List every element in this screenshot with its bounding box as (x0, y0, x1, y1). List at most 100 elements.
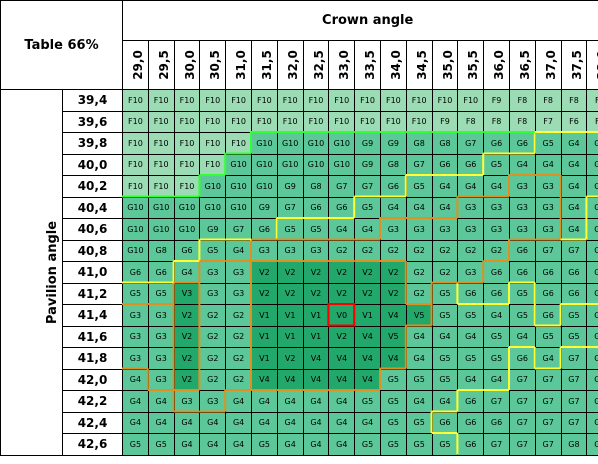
grade-cell[interactable]: G5 (122, 282, 149, 305)
grade-cell[interactable]: G3 (457, 261, 485, 284)
grade-cell[interactable]: F10 (328, 89, 356, 112)
grade-cell[interactable]: G6 (586, 196, 598, 219)
grade-cell[interactable]: G4 (534, 347, 562, 370)
grade-cell[interactable]: G6 (483, 261, 510, 284)
grade-cell[interactable]: G7 (483, 390, 510, 413)
grade-cell[interactable]: G6 (508, 132, 536, 155)
grade-cell[interactable]: G3 (122, 325, 149, 348)
grade-cell[interactable]: G10 (276, 132, 304, 155)
grade-cell[interactable]: G7 (534, 390, 562, 413)
grade-cell[interactable]: G4 (534, 153, 562, 176)
grade-cell[interactable]: G5 (405, 411, 433, 434)
grade-cell[interactable]: G5 (431, 304, 459, 327)
grade-cell[interactable]: G3 (122, 304, 149, 327)
grade-cell[interactable]: V1 (276, 304, 304, 327)
grade-cell[interactable]: V4 (379, 347, 407, 370)
grade-cell[interactable]: V0 (328, 304, 356, 327)
grade-cell[interactable]: V4 (276, 368, 304, 391)
grade-cell[interactable]: F8 (483, 110, 510, 133)
grade-cell[interactable]: G7 (534, 239, 562, 262)
grade-cell[interactable]: F10 (122, 175, 149, 198)
grade-cell[interactable]: G3 (302, 239, 330, 262)
grade-cell[interactable]: F10 (173, 153, 201, 176)
grade-cell[interactable]: G2 (225, 325, 252, 348)
grade-cell[interactable]: G8 (586, 218, 598, 241)
grade-cell[interactable]: G4 (225, 239, 252, 262)
grade-cell[interactable]: G5 (560, 304, 588, 327)
grade-cell[interactable]: V1 (302, 304, 330, 327)
grade-cell[interactable]: G8 (560, 433, 588, 456)
grade-cell[interactable]: V2 (173, 325, 201, 348)
grade-cell[interactable]: G5 (508, 304, 536, 327)
grade-cell[interactable]: G4 (586, 304, 598, 327)
grade-cell[interactable]: G3 (508, 175, 536, 198)
grade-cell[interactable]: V2 (354, 261, 381, 284)
grade-cell[interactable]: G5 (457, 347, 485, 370)
grade-cell[interactable]: G7 (586, 390, 598, 413)
grade-cell[interactable]: F10 (302, 110, 330, 133)
grade-cell[interactable]: G7 (483, 433, 510, 456)
grade-cell[interactable]: G4 (560, 218, 588, 241)
grade-cell[interactable]: G3 (276, 239, 304, 262)
grade-cell[interactable]: F10 (354, 89, 381, 112)
grade-cell[interactable]: F10 (122, 89, 149, 112)
grade-cell[interactable]: G7 (508, 411, 536, 434)
grade-cell[interactable]: G5 (379, 411, 407, 434)
grade-cell[interactable]: G5 (431, 282, 459, 305)
grade-cell[interactable]: G4 (225, 433, 252, 456)
grade-cell[interactable]: G4 (328, 390, 356, 413)
grade-cell[interactable]: F8 (560, 89, 588, 112)
grade-cell[interactable]: V1 (250, 325, 278, 348)
grade-cell[interactable]: F10 (431, 89, 459, 112)
grade-cell[interactable]: G2 (431, 239, 459, 262)
grade-cell[interactable]: G5 (431, 433, 459, 456)
grade-cell[interactable]: G7 (560, 368, 588, 391)
grade-cell[interactable]: G5 (431, 368, 459, 391)
grade-cell[interactable]: G4 (276, 411, 304, 434)
grade-cell[interactable]: G10 (147, 218, 175, 241)
grade-cell[interactable]: G7 (560, 411, 588, 434)
grade-cell[interactable]: G5 (250, 433, 278, 456)
grade-cell[interactable]: V4 (328, 347, 356, 370)
grade-cell[interactable]: F10 (354, 110, 381, 133)
grade-cell[interactable]: F5 (586, 110, 598, 133)
grade-cell[interactable]: G5 (457, 304, 485, 327)
grade-cell[interactable]: G4 (457, 368, 485, 391)
grade-cell[interactable]: G5 (483, 153, 510, 176)
grade-cell[interactable]: F10 (276, 110, 304, 133)
grade-cell[interactable]: G4 (483, 368, 510, 391)
grade-cell[interactable]: G5 (354, 196, 381, 219)
grade-cell[interactable]: V5 (405, 304, 433, 327)
grade-cell[interactable]: G4 (560, 132, 588, 155)
grade-cell[interactable]: F10 (379, 89, 407, 112)
grade-cell[interactable]: G4 (302, 411, 330, 434)
grade-cell[interactable]: G5 (147, 433, 175, 456)
grade-cell[interactable]: G3 (483, 196, 510, 219)
grade-cell[interactable]: G4 (147, 411, 175, 434)
grade-cell[interactable]: G4 (379, 196, 407, 219)
grade-cell[interactable]: G5 (354, 433, 381, 456)
grade-cell[interactable]: G10 (250, 175, 278, 198)
grade-cell[interactable]: G4 (302, 390, 330, 413)
grade-cell[interactable]: G2 (405, 282, 433, 305)
grade-cell[interactable]: G3 (122, 347, 149, 370)
grade-cell[interactable]: G6 (173, 239, 201, 262)
grade-cell[interactable]: F10 (147, 153, 175, 176)
grade-cell[interactable]: G7 (508, 433, 536, 456)
grade-cell[interactable]: V2 (379, 282, 407, 305)
grade-cell[interactable]: G6 (508, 347, 536, 370)
grade-cell[interactable]: G4 (276, 390, 304, 413)
grade-cell[interactable]: G5 (508, 282, 536, 305)
grade-cell[interactable]: G4 (457, 175, 485, 198)
grade-cell[interactable]: G3 (534, 175, 562, 198)
grade-cell[interactable]: G4 (199, 411, 227, 434)
grade-cell[interactable]: V1 (354, 304, 381, 327)
grade-cell[interactable]: G8 (586, 411, 598, 434)
grade-cell[interactable]: G5 (560, 325, 588, 348)
grade-cell[interactable]: V2 (328, 261, 356, 284)
grade-cell[interactable]: G4 (328, 218, 356, 241)
grade-cell[interactable]: V2 (379, 261, 407, 284)
grade-cell[interactable]: G3 (147, 347, 175, 370)
grade-cell[interactable]: G7 (560, 390, 588, 413)
grade-cell[interactable]: G7 (328, 175, 356, 198)
